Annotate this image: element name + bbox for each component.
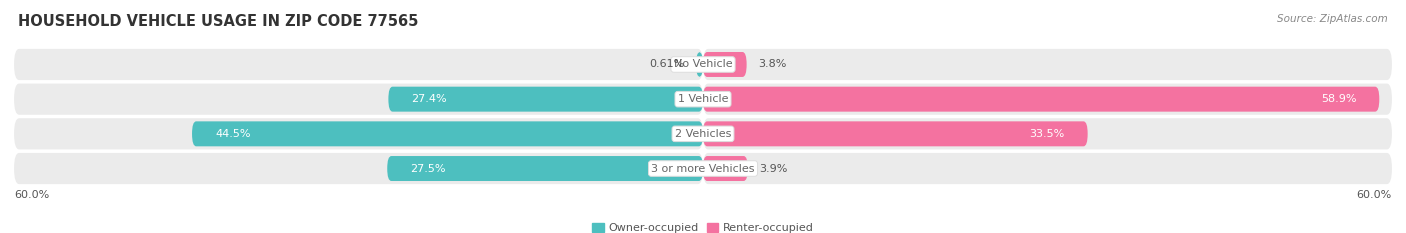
Text: 3 or more Vehicles: 3 or more Vehicles xyxy=(651,164,755,174)
Text: 60.0%: 60.0% xyxy=(14,190,49,200)
Text: 60.0%: 60.0% xyxy=(1357,190,1392,200)
FancyBboxPatch shape xyxy=(387,156,703,181)
FancyBboxPatch shape xyxy=(703,52,747,77)
FancyBboxPatch shape xyxy=(193,121,703,146)
Text: 2 Vehicles: 2 Vehicles xyxy=(675,129,731,139)
FancyBboxPatch shape xyxy=(14,49,703,80)
Text: 0.61%: 0.61% xyxy=(650,59,685,69)
Text: 1 Vehicle: 1 Vehicle xyxy=(678,94,728,104)
Text: 33.5%: 33.5% xyxy=(1029,129,1064,139)
FancyBboxPatch shape xyxy=(703,153,1392,184)
Text: 3.9%: 3.9% xyxy=(759,164,787,174)
FancyBboxPatch shape xyxy=(703,156,748,181)
FancyBboxPatch shape xyxy=(703,49,1392,80)
FancyBboxPatch shape xyxy=(696,52,703,77)
Text: 58.9%: 58.9% xyxy=(1320,94,1357,104)
FancyBboxPatch shape xyxy=(703,87,1379,112)
Text: Source: ZipAtlas.com: Source: ZipAtlas.com xyxy=(1277,14,1388,24)
FancyBboxPatch shape xyxy=(14,84,703,115)
Text: HOUSEHOLD VEHICLE USAGE IN ZIP CODE 77565: HOUSEHOLD VEHICLE USAGE IN ZIP CODE 7756… xyxy=(18,14,419,29)
FancyBboxPatch shape xyxy=(703,121,1088,146)
FancyBboxPatch shape xyxy=(703,118,1392,149)
Text: 27.4%: 27.4% xyxy=(412,94,447,104)
FancyBboxPatch shape xyxy=(388,87,703,112)
Text: 44.5%: 44.5% xyxy=(215,129,250,139)
Text: 27.5%: 27.5% xyxy=(411,164,446,174)
FancyBboxPatch shape xyxy=(14,153,703,184)
Text: 3.8%: 3.8% xyxy=(758,59,786,69)
FancyBboxPatch shape xyxy=(14,118,703,149)
Legend: Owner-occupied, Renter-occupied: Owner-occupied, Renter-occupied xyxy=(592,223,814,233)
FancyBboxPatch shape xyxy=(703,84,1392,115)
Text: No Vehicle: No Vehicle xyxy=(673,59,733,69)
